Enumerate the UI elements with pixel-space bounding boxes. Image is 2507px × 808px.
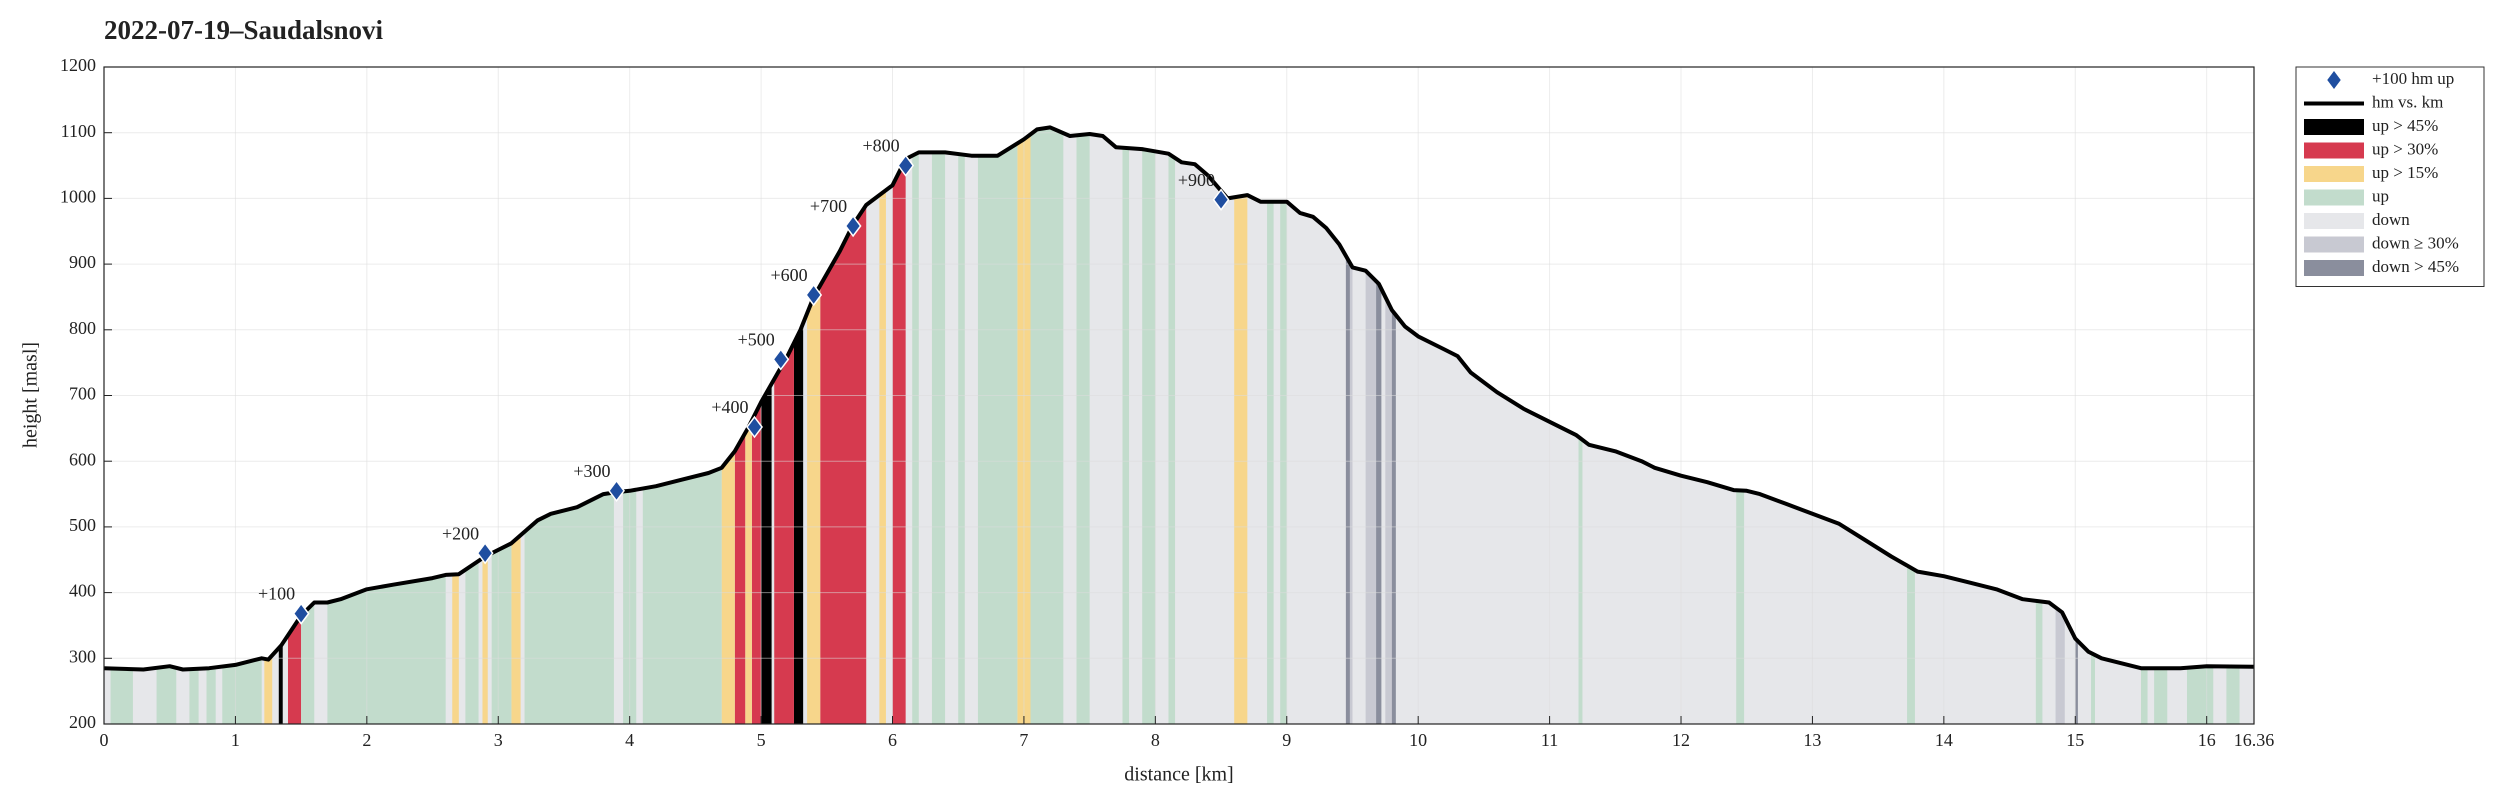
marker: [772, 348, 790, 371]
band: [1030, 127, 1064, 724]
marker-label: +700: [810, 196, 847, 216]
marker: [844, 214, 862, 238]
x-tick-label: 8: [1151, 730, 1160, 750]
band: [912, 127, 919, 724]
band: [879, 127, 886, 724]
marker-label: +100: [258, 584, 295, 604]
band: [1142, 127, 1156, 724]
band: [1122, 127, 1130, 724]
legend-label: +100 hm up: [2372, 69, 2454, 88]
marker: [476, 541, 494, 565]
x-tick-label: 16.36: [2234, 730, 2275, 750]
band: [1280, 127, 1287, 724]
marker-label: +300: [573, 461, 610, 481]
marker: [805, 283, 823, 307]
y-tick-label: 200: [69, 712, 96, 732]
marker-label: +500: [738, 329, 775, 349]
x-tick-label: 13: [1803, 730, 1821, 750]
x-tick-label: 6: [888, 730, 897, 750]
band: [1391, 127, 1396, 724]
band: [793, 127, 804, 724]
y-tick-label: 600: [69, 449, 96, 469]
legend-label: up > 30%: [2372, 139, 2438, 158]
y-tick-label: 1100: [61, 121, 96, 141]
x-tick-label: 16: [2198, 730, 2216, 750]
x-tick-label: 7: [1019, 730, 1028, 750]
y-tick-label: 700: [69, 384, 96, 404]
x-tick-label: 11: [1541, 730, 1558, 750]
x-tick-label: 12: [1672, 730, 1690, 750]
y-tick-label: 1000: [60, 187, 96, 207]
y-axis-label: height [masl]: [20, 342, 42, 448]
x-tick-label: 5: [757, 730, 766, 750]
band: [892, 127, 906, 724]
x-tick-label: 1: [231, 730, 240, 750]
band: [1076, 127, 1090, 724]
band: [1376, 127, 1382, 724]
x-tick-label: 14: [1935, 730, 1953, 750]
x-tick-label: 10: [1409, 730, 1427, 750]
y-tick-label: 400: [69, 581, 96, 601]
band: [1345, 127, 1350, 724]
marker-label: +800: [862, 136, 899, 156]
band: [958, 127, 965, 724]
legend-swatch: [2304, 166, 2364, 182]
band: [977, 127, 1018, 724]
legend-swatch: [2304, 189, 2364, 206]
y-tick-label: 900: [69, 252, 96, 272]
marker: [1212, 188, 1230, 211]
band: [931, 127, 946, 724]
marker-label: +400: [711, 397, 748, 417]
marker-label: +200: [442, 523, 479, 543]
marker-label: +900: [1178, 170, 1215, 190]
y-tick-label: 1200: [60, 55, 96, 75]
legend-swatch: [2304, 142, 2364, 159]
legend-label: up: [2372, 186, 2389, 205]
marker: [746, 415, 763, 439]
marker-label: +600: [771, 265, 808, 285]
x-axis-label: distance [km]: [1124, 764, 1233, 786]
legend-marker: [2327, 71, 2341, 89]
y-tick-label: 300: [69, 646, 96, 666]
profile-line: [103, 125, 2255, 672]
band: [1267, 127, 1274, 724]
legend-label: hm vs. km: [2372, 92, 2443, 111]
legend-swatch: [2304, 260, 2364, 276]
band: [1168, 127, 1176, 724]
legend-swatch: [2304, 236, 2364, 253]
x-tick-label: 3: [494, 730, 503, 750]
legend-label: up > 15%: [2372, 163, 2438, 182]
y-tick-label: 500: [69, 515, 96, 535]
band: [761, 127, 772, 724]
x-tick-label: 15: [2066, 730, 2084, 750]
legend-swatch: [2304, 213, 2364, 229]
x-tick-label: 0: [100, 730, 109, 750]
x-tick-label: 4: [625, 730, 634, 750]
band: [1234, 127, 1248, 724]
legend-label: down ≥ 30%: [2372, 233, 2459, 252]
band: [1385, 127, 1395, 724]
marker: [292, 602, 310, 625]
marker: [608, 479, 625, 503]
marker: [897, 154, 915, 177]
x-tick-label: 9: [1282, 730, 1291, 750]
y-tick-label: 800: [69, 318, 96, 338]
legend-label: down: [2372, 210, 2410, 229]
legend-label: up > 45%: [2372, 116, 2438, 135]
chart-title: 2022-07-19–Saudalsnovi: [104, 15, 384, 45]
x-tick-label: 2: [362, 730, 371, 750]
legend-swatch: [2304, 119, 2364, 135]
legend-label: down > 45%: [2372, 257, 2459, 276]
